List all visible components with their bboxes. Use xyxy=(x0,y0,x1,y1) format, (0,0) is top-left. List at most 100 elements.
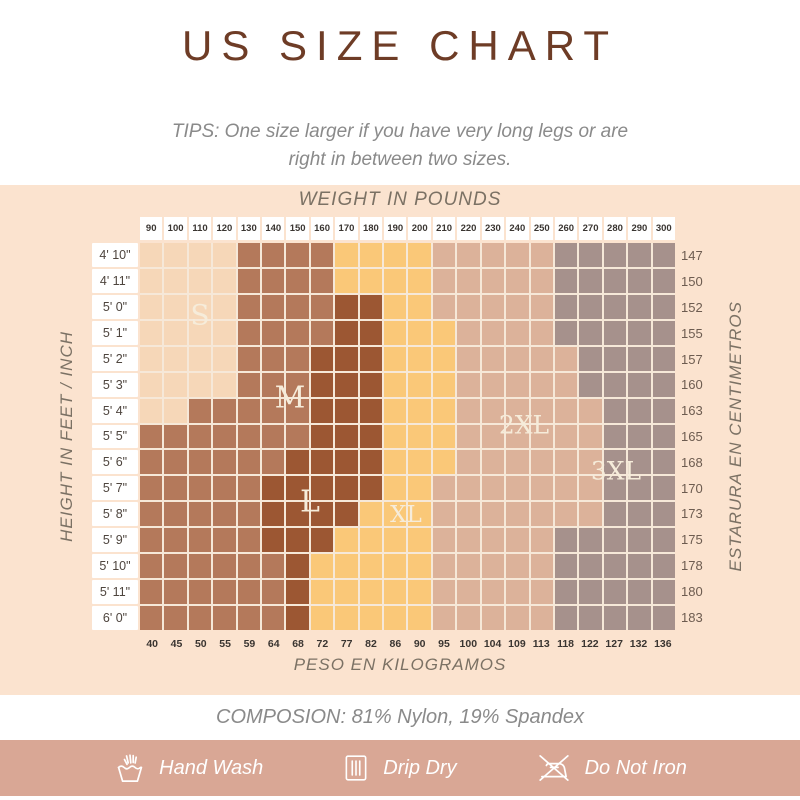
size-cell-2XL xyxy=(457,502,480,527)
size-cell-L xyxy=(262,476,285,501)
size-cell-3XL xyxy=(628,424,651,449)
size-cell-M xyxy=(140,554,163,579)
size-cell-3XL xyxy=(628,476,651,501)
size-cell-3XL xyxy=(579,528,602,553)
size-cell-XL xyxy=(432,346,456,371)
size-cell-3XL xyxy=(554,320,578,345)
size-cell-L xyxy=(335,424,358,449)
size-cell-XL xyxy=(310,606,334,630)
size-cell-M xyxy=(262,554,285,579)
size-cell-2XL xyxy=(457,450,480,475)
size-cell-2XL xyxy=(481,372,505,397)
size-cell-2XL xyxy=(506,294,529,319)
size-cell-S xyxy=(164,372,187,397)
size-cell-M xyxy=(237,320,261,345)
centimeter-label: 163 xyxy=(681,403,703,419)
size-cell-L xyxy=(359,398,383,423)
size-cell-XL xyxy=(408,294,431,319)
size-cell-2XL xyxy=(481,243,505,267)
size-cell-3XL xyxy=(628,346,651,371)
weight-kilogram-label: 45 xyxy=(170,637,183,650)
weight-kilogram-label: 127 xyxy=(605,637,623,650)
size-cell-3XL xyxy=(628,320,651,345)
size-cell-L xyxy=(335,372,358,397)
size-cell-2XL xyxy=(457,554,480,579)
size-cell-L xyxy=(359,346,383,371)
size-cell-3XL xyxy=(603,580,627,605)
size-cell-M xyxy=(213,476,236,501)
height-label: 5' 5" xyxy=(92,424,138,449)
weight-pound-label: 110 xyxy=(188,217,212,240)
size-cell-M xyxy=(213,528,236,553)
centimeter-label: 150 xyxy=(681,274,703,290)
size-cell-3XL xyxy=(652,346,675,371)
size-region-label-2XL: 2XL xyxy=(498,410,550,440)
weight-kilogram-label: 136 xyxy=(654,637,672,650)
size-cell-M xyxy=(262,346,285,371)
kg-axis-title: PESO EN KILOGRAMOS xyxy=(293,655,507,674)
size-cell-M xyxy=(188,398,212,423)
size-cell-M xyxy=(140,502,163,527)
weight-pound-label: 140 xyxy=(262,217,285,240)
care-label: Drip Dry xyxy=(383,756,457,779)
size-cell-M xyxy=(164,476,187,501)
size-cell-3XL xyxy=(628,268,651,293)
weight-kilogram-label: 86 xyxy=(389,637,402,650)
size-cell-M xyxy=(310,294,334,319)
size-cell-3XL xyxy=(652,398,675,423)
size-cell-M xyxy=(262,424,285,449)
size-cell-S xyxy=(140,268,163,293)
size-cell-L xyxy=(286,450,309,475)
size-cell-3XL xyxy=(603,243,627,267)
size-cell-3XL xyxy=(554,554,578,579)
size-cell-M xyxy=(237,268,261,293)
size-region-label-3XL: 3XL xyxy=(590,456,642,486)
size-cell-S xyxy=(140,346,163,371)
weight-pound-label: 100 xyxy=(164,217,187,240)
size-cell-2XL xyxy=(506,528,529,553)
size-cell-3XL xyxy=(652,502,675,527)
size-cell-2XL xyxy=(579,476,602,501)
size-cell-2XL xyxy=(457,580,480,605)
weight-kilogram-label: 104 xyxy=(483,637,502,650)
size-cell-XL xyxy=(384,294,407,319)
size-cell-2XL xyxy=(481,346,505,371)
size-cell-M xyxy=(164,450,187,475)
size-cell-2XL xyxy=(457,528,480,553)
size-cell-2XL xyxy=(579,398,602,423)
size-cell-S xyxy=(213,268,236,293)
size-cell-2XL xyxy=(457,606,480,630)
size-cell-L xyxy=(286,476,309,501)
size-cell-3XL xyxy=(554,606,578,630)
size-cell-3XL xyxy=(652,294,675,319)
size-cell-2XL xyxy=(530,424,553,449)
size-cell-M xyxy=(262,606,285,630)
size-cell-2XL xyxy=(554,476,578,501)
size-cell-L xyxy=(335,476,358,501)
size-cell-XL xyxy=(384,268,407,293)
weight-pound-label: 210 xyxy=(432,217,456,240)
size-cell-L xyxy=(286,580,309,605)
size-cell-M xyxy=(262,398,285,423)
weight-kilogram-label: 68 xyxy=(292,637,304,650)
size-cell-3XL xyxy=(554,580,578,605)
size-cell-M xyxy=(213,502,236,527)
weight-pound-label: 230 xyxy=(481,217,505,240)
size-cell-S xyxy=(188,268,212,293)
size-cell-M xyxy=(188,450,212,475)
centimeter-label: 168 xyxy=(681,454,703,470)
size-cell-S xyxy=(140,294,163,319)
size-cell-L xyxy=(286,554,309,579)
weight-pound-label: 170 xyxy=(335,217,358,240)
size-cell-2XL xyxy=(481,528,505,553)
size-cell-XL xyxy=(384,502,407,527)
weight-pounds-header-row: 90 100 110 120 130 140 150 160 170 180 190 200 210 22… xyxy=(140,217,675,240)
size-cell-2XL xyxy=(432,528,456,553)
weight-kilogram-label: 72 xyxy=(316,637,329,650)
size-cell-XL xyxy=(408,268,431,293)
weight-kilogram-label: 77 xyxy=(340,637,353,650)
weight-kilogram-label: 82 xyxy=(365,637,377,650)
size-cell-L xyxy=(310,372,334,397)
size-cell-M xyxy=(262,372,285,397)
size-cell-3XL xyxy=(554,528,578,553)
